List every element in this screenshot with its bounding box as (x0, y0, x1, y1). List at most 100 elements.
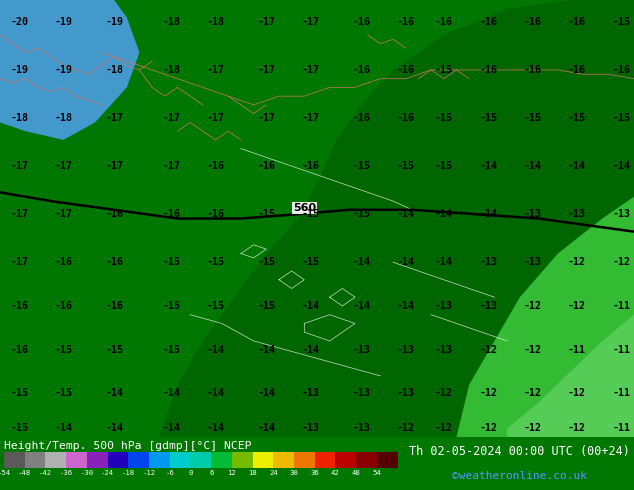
Text: -17: -17 (257, 17, 275, 27)
Text: -12: -12 (524, 423, 541, 433)
Text: -16: -16 (353, 113, 370, 123)
Text: -17: -17 (105, 113, 123, 123)
Text: -15: -15 (257, 257, 275, 267)
Text: -20: -20 (10, 17, 28, 27)
Text: -12: -12 (524, 389, 541, 398)
Text: -14: -14 (524, 161, 541, 171)
Text: -13: -13 (353, 423, 370, 433)
Text: -13: -13 (568, 209, 586, 219)
Text: -16: -16 (524, 65, 541, 75)
Bar (108, 452, 128, 468)
Text: -13: -13 (479, 257, 497, 267)
Text: -11: -11 (612, 389, 630, 398)
Text: -17: -17 (105, 161, 123, 171)
Bar (4, 452, 25, 468)
Text: -12: -12 (568, 301, 586, 311)
Text: -14: -14 (207, 423, 224, 433)
Polygon shape (158, 0, 634, 437)
Text: -14: -14 (397, 257, 415, 267)
Text: -15: -15 (10, 423, 28, 433)
Text: 12: 12 (228, 470, 236, 476)
Text: -15: -15 (612, 17, 630, 27)
Text: -15: -15 (162, 257, 180, 267)
Text: -16: -16 (207, 161, 224, 171)
Text: -13: -13 (612, 209, 630, 219)
Text: -13: -13 (435, 301, 453, 311)
Text: -13: -13 (353, 344, 370, 355)
Text: -17: -17 (55, 209, 72, 219)
Text: -13: -13 (435, 344, 453, 355)
Text: -16: -16 (353, 17, 370, 27)
Text: -16: -16 (302, 161, 320, 171)
Text: -16: -16 (105, 209, 123, 219)
Polygon shape (456, 196, 634, 437)
Text: -12: -12 (568, 257, 586, 267)
Text: ©weatheronline.co.uk: ©weatheronline.co.uk (453, 471, 587, 482)
Text: -17: -17 (302, 17, 320, 27)
Text: -15: -15 (612, 113, 630, 123)
Text: -16: -16 (105, 257, 123, 267)
Text: -16: -16 (397, 17, 415, 27)
Text: -16: -16 (479, 17, 497, 27)
Text: -11: -11 (568, 344, 586, 355)
Text: -18: -18 (207, 17, 224, 27)
Text: -15: -15 (353, 161, 370, 171)
Text: -12: -12 (568, 423, 586, 433)
Text: -13: -13 (524, 257, 541, 267)
Text: -14: -14 (257, 423, 275, 433)
Bar (356, 452, 377, 468)
Text: -18: -18 (162, 65, 180, 75)
Text: -36: -36 (60, 470, 73, 476)
Text: -17: -17 (10, 209, 28, 219)
Text: -15: -15 (55, 344, 72, 355)
Text: -14: -14 (302, 301, 320, 311)
Text: -13: -13 (524, 209, 541, 219)
Text: -12: -12 (397, 423, 415, 433)
Text: -15: -15 (257, 301, 275, 311)
Text: -17: -17 (257, 113, 275, 123)
Text: -13: -13 (302, 389, 320, 398)
Text: -16: -16 (612, 65, 630, 75)
Text: -13: -13 (397, 344, 415, 355)
Text: -15: -15 (353, 209, 370, 219)
Bar (273, 452, 294, 468)
Text: -14: -14 (435, 257, 453, 267)
Text: -17: -17 (55, 161, 72, 171)
Text: -18: -18 (105, 65, 123, 75)
Text: -11: -11 (612, 423, 630, 433)
Text: -13: -13 (302, 423, 320, 433)
Text: 42: 42 (331, 470, 340, 476)
Text: -17: -17 (257, 65, 275, 75)
Text: -15: -15 (207, 301, 224, 311)
Text: -16: -16 (162, 209, 180, 219)
Text: -14: -14 (55, 423, 72, 433)
Text: -14: -14 (257, 389, 275, 398)
Text: -14: -14 (479, 209, 497, 219)
Text: 24: 24 (269, 470, 278, 476)
Text: -11: -11 (612, 344, 630, 355)
Text: 0: 0 (188, 470, 193, 476)
Text: -14: -14 (568, 161, 586, 171)
Text: -14: -14 (353, 301, 370, 311)
Text: -19: -19 (105, 17, 123, 27)
Text: -18: -18 (55, 113, 72, 123)
Bar (87, 452, 108, 468)
Text: 54: 54 (373, 470, 381, 476)
Text: -18: -18 (162, 17, 180, 27)
Text: -12: -12 (143, 470, 155, 476)
Text: Height/Temp. 500 hPa [gdmp][°C] NCEP: Height/Temp. 500 hPa [gdmp][°C] NCEP (4, 441, 252, 451)
Text: -17: -17 (302, 65, 320, 75)
Text: -13: -13 (397, 389, 415, 398)
Text: -15: -15 (207, 257, 224, 267)
Bar (252, 452, 273, 468)
Bar (377, 452, 398, 468)
Text: 30: 30 (290, 470, 299, 476)
Text: -16: -16 (397, 113, 415, 123)
Text: -15: -15 (10, 389, 28, 398)
Text: -11: -11 (612, 301, 630, 311)
Bar (170, 452, 190, 468)
Text: -17: -17 (162, 113, 180, 123)
Text: -12: -12 (435, 389, 453, 398)
Text: -14: -14 (105, 389, 123, 398)
Text: -42: -42 (39, 470, 52, 476)
